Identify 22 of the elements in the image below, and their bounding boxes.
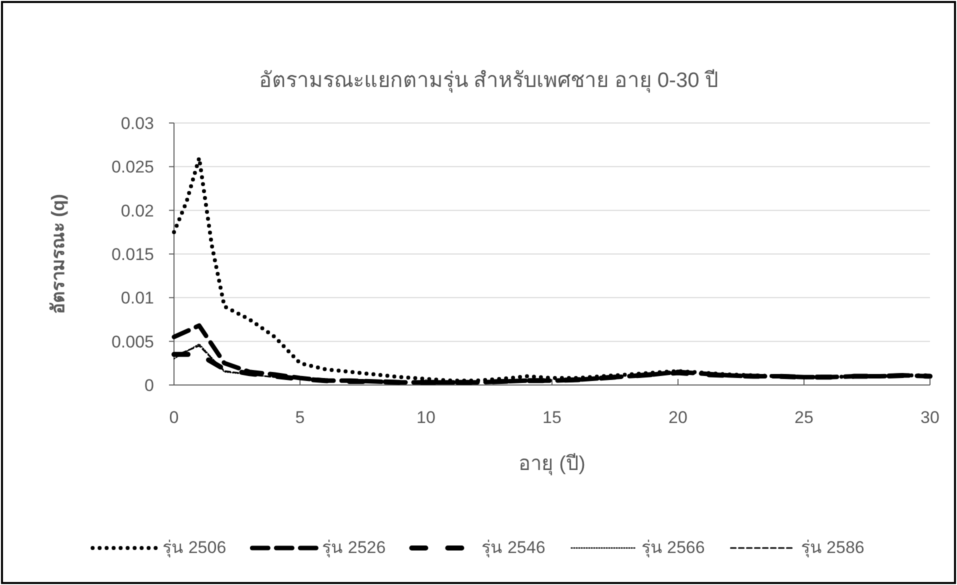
- y-tick-label: 0: [144, 376, 154, 395]
- chart-title: อัตรามรณะแยกตามรุ่น สำหรับเพศชาย อายุ 0-30 ปี: [258, 69, 718, 93]
- x-tick-label: 20: [668, 408, 688, 427]
- x-axis-title: อายุ (ปี): [518, 453, 586, 476]
- x-tick-label: 15: [542, 408, 562, 427]
- legend-label: รุ่น 2586: [800, 538, 864, 558]
- legend-label: รุ่น 2566: [641, 538, 705, 558]
- y-tick-label: 0.01: [120, 288, 154, 308]
- x-tick-label: 25: [794, 408, 814, 427]
- y-tick-label: 0.025: [111, 158, 154, 177]
- x-tick-label: 10: [416, 408, 436, 427]
- legend-label: รุ่น 2526: [322, 538, 386, 558]
- y-tick-label: 0.005: [111, 332, 154, 352]
- y-tick-label: 0.02: [120, 201, 154, 220]
- x-tick-label: 0: [169, 408, 179, 427]
- x-tick-label: 30: [920, 408, 940, 427]
- legend-label: รุ่น 2506: [162, 538, 226, 558]
- x-tick-label: 5: [295, 408, 305, 427]
- y-tick-label: 0.015: [111, 245, 154, 264]
- legend-label: รุ่น 2546: [482, 538, 546, 558]
- y-axis-title: อัตรามรณะ (q): [48, 194, 68, 314]
- y-tick-label: 0.03: [120, 114, 154, 133]
